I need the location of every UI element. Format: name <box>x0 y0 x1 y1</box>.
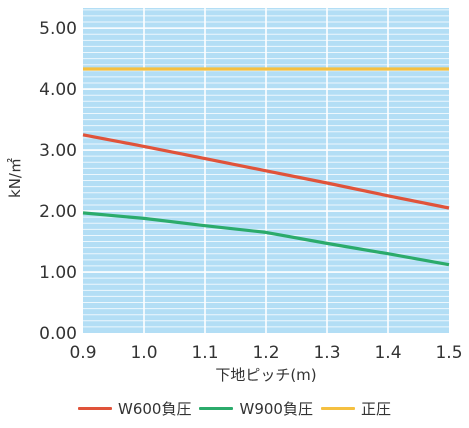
y-axis-ticks: 0.00 1.00 2.00 3.00 4.00 5.00 <box>39 19 77 344</box>
series-layer <box>82 67 450 267</box>
x-tick-label: 1.4 <box>374 343 401 363</box>
major-grid <box>83 8 449 333</box>
x-tick-label: 1.1 <box>191 343 218 363</box>
y-tick-label: 4.00 <box>39 80 77 100</box>
series-line-1 <box>82 211 450 267</box>
legend-swatch-positive <box>320 407 355 410</box>
legend-label-w900: W900負圧 <box>239 400 313 418</box>
y-tick-label: 1.00 <box>39 263 77 283</box>
legend-item-positive: 正圧 <box>320 398 391 419</box>
y-tick-label: 0.00 <box>39 324 77 344</box>
legend-item-w900: W900負圧 <box>199 398 313 419</box>
x-tick-label: 1.0 <box>130 343 157 363</box>
x-tick-label: 0.9 <box>69 343 96 363</box>
y-tick-label: 2.00 <box>39 202 77 222</box>
x-axis-ticks: 0.9 1.0 1.1 1.2 1.3 1.4 1.5 <box>69 343 462 363</box>
x-axis-title: 下地ピッチ(m) <box>215 366 316 384</box>
x-tick-label: 1.3 <box>313 343 340 363</box>
legend-item-w600: W600負圧 <box>78 398 191 419</box>
y-axis-title: kN/㎡ <box>6 158 24 198</box>
x-tick-label: 1.5 <box>435 343 462 363</box>
legend-label-w600: W600負圧 <box>118 400 192 418</box>
legend-swatch-w900 <box>199 407 234 410</box>
y-tick-label: 5.00 <box>39 19 77 39</box>
series-line-0 <box>82 133 450 210</box>
line-chart: 0.00 1.00 2.00 3.00 4.00 5.00 0.9 1.0 1.1 1.2 1.3… <box>6 8 463 384</box>
legend-label-positive: 正圧 <box>360 400 391 418</box>
legend: W600負圧 W900負圧 正圧 <box>0 398 469 419</box>
y-tick-label: 3.00 <box>39 141 77 161</box>
legend-swatch-w600 <box>78 407 113 410</box>
x-tick-label: 1.2 <box>252 343 279 363</box>
